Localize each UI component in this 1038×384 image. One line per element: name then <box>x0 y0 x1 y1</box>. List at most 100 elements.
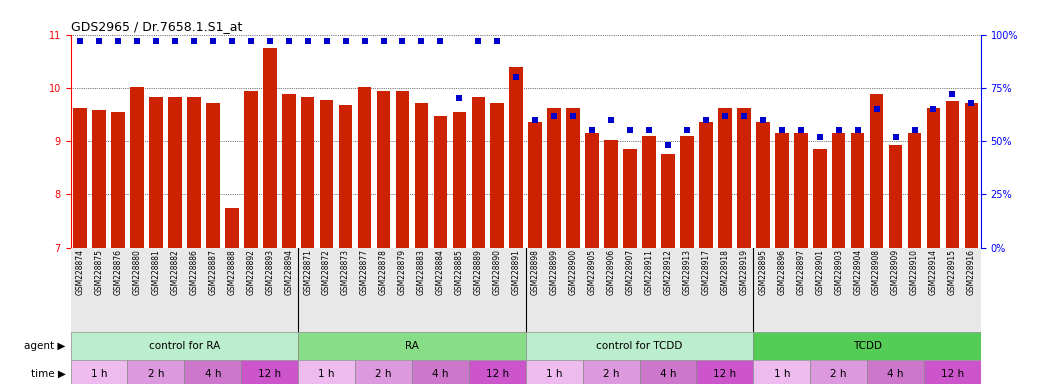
Point <box>356 38 373 44</box>
Text: 1 h: 1 h <box>546 369 563 379</box>
Point <box>869 106 885 112</box>
Text: GSM228917: GSM228917 <box>702 249 710 295</box>
Text: GSM228919: GSM228919 <box>739 249 748 295</box>
Point <box>337 38 354 44</box>
Bar <box>927 108 940 248</box>
Point <box>963 100 980 106</box>
Bar <box>718 108 732 248</box>
Text: RA: RA <box>405 341 419 351</box>
Text: GSM228879: GSM228879 <box>398 249 407 295</box>
Bar <box>889 146 902 248</box>
Bar <box>699 122 713 248</box>
Text: GSM228915: GSM228915 <box>948 249 957 295</box>
Bar <box>585 133 599 248</box>
Text: GSM228906: GSM228906 <box>606 249 616 296</box>
Point <box>147 38 164 44</box>
Point <box>110 38 127 44</box>
Bar <box>434 116 447 248</box>
Bar <box>811 360 867 384</box>
Text: control for RA: control for RA <box>148 341 220 351</box>
Point <box>452 96 468 102</box>
Bar <box>414 103 429 248</box>
Point <box>546 113 563 119</box>
Text: 2 h: 2 h <box>603 369 620 379</box>
Text: GSM228918: GSM228918 <box>720 249 730 295</box>
Text: GSM228899: GSM228899 <box>550 249 558 295</box>
Point <box>698 117 714 123</box>
Bar <box>358 87 372 248</box>
Text: GSM228880: GSM228880 <box>133 249 141 295</box>
Bar <box>964 103 978 248</box>
Text: GSM228900: GSM228900 <box>569 249 578 296</box>
Bar <box>639 360 696 384</box>
Bar <box>924 360 981 384</box>
Bar <box>168 98 182 248</box>
Text: GSM228908: GSM228908 <box>872 249 881 295</box>
Bar <box>528 122 542 248</box>
Text: GSM228881: GSM228881 <box>152 249 161 295</box>
Bar <box>225 208 239 248</box>
Point <box>640 127 657 134</box>
Text: GSM228887: GSM228887 <box>209 249 217 295</box>
Text: 2 h: 2 h <box>830 369 847 379</box>
Bar <box>469 360 526 384</box>
Text: GSM228873: GSM228873 <box>342 249 350 295</box>
Text: GSM228877: GSM228877 <box>360 249 370 295</box>
Bar <box>263 48 276 248</box>
Bar <box>71 248 981 332</box>
Text: control for TCDD: control for TCDD <box>597 341 683 351</box>
Text: 4 h: 4 h <box>887 369 904 379</box>
Bar <box>298 332 526 360</box>
Point <box>204 38 221 44</box>
Point <box>470 38 487 44</box>
Bar <box>355 360 412 384</box>
Text: 12 h: 12 h <box>940 369 964 379</box>
Text: GSM228907: GSM228907 <box>626 249 634 296</box>
Text: GSM228894: GSM228894 <box>284 249 293 295</box>
Text: 4 h: 4 h <box>660 369 676 379</box>
Text: time ▶: time ▶ <box>30 369 65 379</box>
Text: GSM228883: GSM228883 <box>417 249 426 295</box>
Bar <box>244 91 257 248</box>
Bar <box>241 360 298 384</box>
Text: GSM228912: GSM228912 <box>663 249 673 295</box>
Text: 12 h: 12 h <box>486 369 509 379</box>
Point <box>262 38 278 44</box>
Bar <box>130 87 144 248</box>
Bar <box>754 360 811 384</box>
Text: GSM228893: GSM228893 <box>266 249 274 295</box>
Text: GSM228898: GSM228898 <box>530 249 540 295</box>
Bar <box>946 101 959 248</box>
Point <box>489 38 506 44</box>
Point <box>773 127 790 134</box>
Point <box>72 38 88 44</box>
Text: GSM228878: GSM228878 <box>379 249 388 295</box>
Text: GSM228892: GSM228892 <box>246 249 255 295</box>
Bar <box>185 360 241 384</box>
Bar <box>74 108 87 248</box>
Bar <box>301 98 315 248</box>
Bar <box>794 133 808 248</box>
Text: 2 h: 2 h <box>376 369 391 379</box>
Point <box>432 38 448 44</box>
Text: GSM228872: GSM228872 <box>322 249 331 295</box>
Text: GSM228916: GSM228916 <box>967 249 976 295</box>
Point <box>280 38 297 44</box>
Point <box>830 127 847 134</box>
Text: GSM228874: GSM228874 <box>76 249 84 295</box>
Bar <box>187 98 200 248</box>
Bar <box>604 140 618 248</box>
Text: GSM228911: GSM228911 <box>645 249 654 295</box>
Text: GSM228895: GSM228895 <box>759 249 767 295</box>
Bar <box>71 360 128 384</box>
Bar <box>643 136 656 248</box>
Bar <box>412 360 469 384</box>
Text: GSM228884: GSM228884 <box>436 249 445 295</box>
Bar <box>206 103 220 248</box>
Point <box>716 113 733 119</box>
Text: GSM228876: GSM228876 <box>113 249 122 295</box>
Text: 1 h: 1 h <box>90 369 107 379</box>
Point <box>812 134 828 140</box>
Text: GSM228882: GSM228882 <box>170 249 180 295</box>
Bar <box>471 98 485 248</box>
